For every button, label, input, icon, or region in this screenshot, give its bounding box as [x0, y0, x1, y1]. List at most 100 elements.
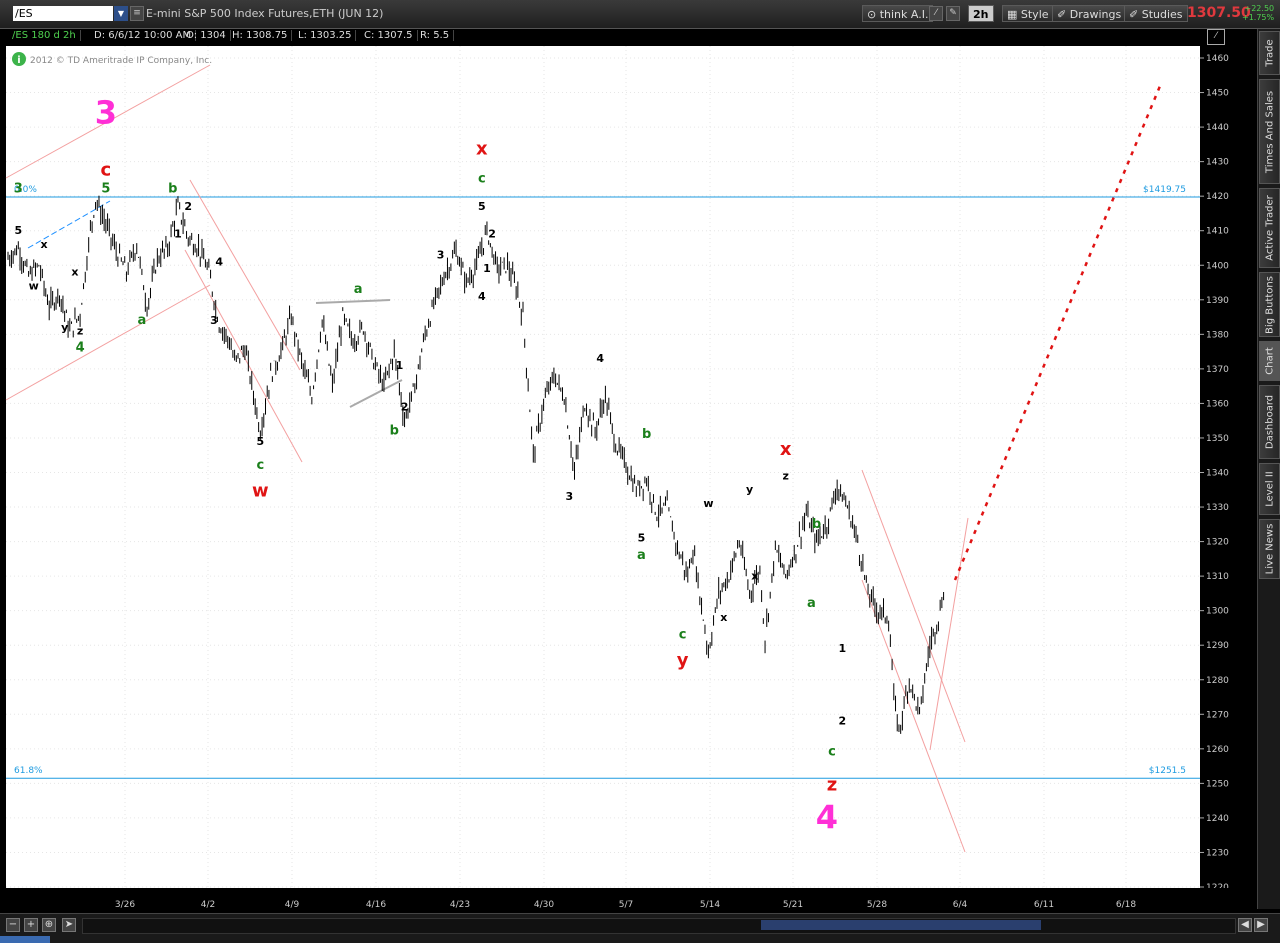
wave-label: 5 — [257, 435, 265, 448]
wave-label: 3 — [210, 314, 218, 327]
low-value: L: 1303.25 — [298, 30, 357, 41]
time-axis: 3/26 4/2 4/9 4/16 4/23 4/30 5/7 5/14 5/21 5/28 6/4… — [0, 888, 1257, 913]
chart-toolbar: /ES ▼ ≡ E-mini S&P 500 Index Futures,ETH… — [0, 0, 1280, 29]
symbol-input[interactable]: /ES — [13, 6, 113, 21]
think-ai-button[interactable]: ⊙ think A.I. — [862, 5, 934, 22]
wave-label: 2 — [488, 228, 496, 241]
tab-level-ii[interactable]: Level II — [1259, 463, 1280, 515]
wave-label: 5 — [101, 182, 110, 197]
x-tick-label: 4/9 — [285, 900, 300, 910]
pointer-icon[interactable]: ➤ — [62, 918, 76, 932]
trend-lines — [5, 64, 1162, 853]
change-percent: +1.75% — [1242, 13, 1275, 22]
time-scrollbar[interactable] — [82, 918, 1236, 934]
studies-button[interactable]: ✐ Studies — [1124, 5, 1188, 22]
tab-chart[interactable]: Chart — [1259, 341, 1280, 381]
zoom-out-icon[interactable]: − — [6, 918, 20, 932]
x-tick-label: 5/21 — [783, 900, 803, 910]
open-value: O: 1304 — [186, 30, 231, 41]
y-tick-label: 1330 — [1206, 503, 1229, 513]
wave-label: a — [138, 313, 147, 328]
wave-label: 1 — [174, 228, 182, 241]
wave-label: b — [642, 427, 651, 442]
wave-label: z — [827, 774, 837, 795]
channel-line — [5, 64, 211, 179]
wave-label: b — [812, 517, 821, 532]
y-tick-label: 1260 — [1206, 745, 1229, 755]
zoom-in-icon[interactable]: + — [24, 918, 38, 932]
wave-label: a — [807, 596, 816, 611]
y-tick-label: 1240 — [1206, 814, 1229, 824]
level-label-left: 61.8% — [14, 766, 43, 776]
drawings-button[interactable]: ✐ Drawings — [1052, 5, 1127, 22]
info-icon-glyph: i — [17, 55, 20, 66]
x-tick-label: 5/7 — [619, 900, 633, 910]
wave-label: 4 — [215, 255, 223, 268]
x-tick-label: 4/2 — [201, 900, 215, 910]
options-icon[interactable]: ≡ — [130, 6, 144, 21]
time-axis-bg — [0, 888, 1257, 913]
channel-line — [189, 179, 301, 371]
price-axis-bg — [1200, 46, 1257, 888]
tab-big-buttons[interactable]: Big Buttons — [1259, 272, 1280, 337]
chart-drawing-toggle-icon[interactable]: ⁄ — [1207, 29, 1225, 45]
wave-label: 3 — [437, 248, 445, 261]
close-value: C: 1307.5 — [364, 30, 418, 41]
tab-label: Live News — [1264, 523, 1275, 575]
info-icon[interactable] — [12, 52, 26, 66]
tab-trade[interactable]: Trade — [1259, 31, 1280, 75]
tab-label: Level II — [1264, 471, 1275, 507]
style-label: Style — [1020, 8, 1049, 21]
wave-label: c — [101, 159, 112, 180]
wave-label: x — [780, 439, 792, 460]
tab-active-trader[interactable]: Active Trader — [1259, 188, 1280, 268]
scroll-left-icon[interactable]: ◀ — [1238, 918, 1252, 932]
settings-wrench-icon[interactable]: ✎ — [946, 6, 960, 21]
x-tick-label: 4/30 — [534, 900, 554, 910]
y-tick-label: 1370 — [1206, 365, 1229, 375]
tab-label: Trade — [1264, 39, 1275, 67]
change-value: +22.50 — [1244, 4, 1275, 13]
tab-live-news[interactable]: Live News — [1259, 519, 1280, 579]
x-tick-label: 3/26 — [115, 900, 135, 910]
wave-label: 2 — [184, 200, 192, 213]
level-label-right: $1419.75 — [1143, 185, 1186, 195]
symbol-dropdown-icon[interactable]: ▼ — [114, 6, 128, 21]
wave-label: z — [782, 469, 788, 482]
y-tick-label: 1400 — [1206, 261, 1229, 271]
price-axis: 1220123012401250126012701280129013001310… — [1200, 46, 1257, 893]
grid — [6, 46, 1200, 888]
tab-label: Chart — [1264, 347, 1275, 375]
triangle-line — [315, 299, 391, 304]
chart-plot-area — [6, 46, 1200, 888]
wave-label: x — [40, 238, 47, 251]
x-tick-label: 5/28 — [867, 900, 887, 910]
wave-label: x — [71, 266, 78, 279]
x-tick-label: 6/4 — [953, 900, 968, 910]
magnifier-icon[interactable]: ⊕ — [42, 918, 56, 932]
wave-label: c — [256, 458, 264, 473]
y-tick-label: 1320 — [1206, 538, 1229, 548]
style-button[interactable]: ▦ Style — [1002, 5, 1054, 22]
tab-times-and-sales[interactable]: Times And Sales — [1259, 79, 1280, 184]
x-tick-label: 6/18 — [1116, 900, 1136, 910]
wave-label: a — [354, 282, 363, 297]
scroll-right-icon[interactable]: ▶ — [1254, 918, 1268, 932]
y-tick-label: 1430 — [1206, 158, 1229, 168]
scrollbar-thumb[interactable] — [761, 920, 1041, 930]
tab-dashboard[interactable]: Dashboard — [1259, 385, 1280, 459]
chart-info-bar: /ES 180 d 2h D: 6/6/12 10:00 AM O: 1304 … — [6, 29, 1200, 45]
x-tick-label: 6/11 — [1034, 900, 1054, 910]
wave-label: y — [61, 321, 68, 334]
level-label-right: $1251.5 — [1149, 766, 1186, 776]
y-tick-label: 1390 — [1206, 296, 1229, 306]
drawing-tools-icon[interactable]: ⁄ — [929, 6, 943, 21]
period-button[interactable]: 2h — [968, 5, 994, 22]
level-label-left: 0.0% — [14, 185, 37, 195]
wave-label: w — [29, 279, 39, 292]
wave-label: 5 — [478, 200, 486, 213]
wave-label: 4 — [596, 352, 604, 365]
tab-label: Times And Sales — [1264, 90, 1275, 173]
channel-line — [861, 469, 966, 743]
